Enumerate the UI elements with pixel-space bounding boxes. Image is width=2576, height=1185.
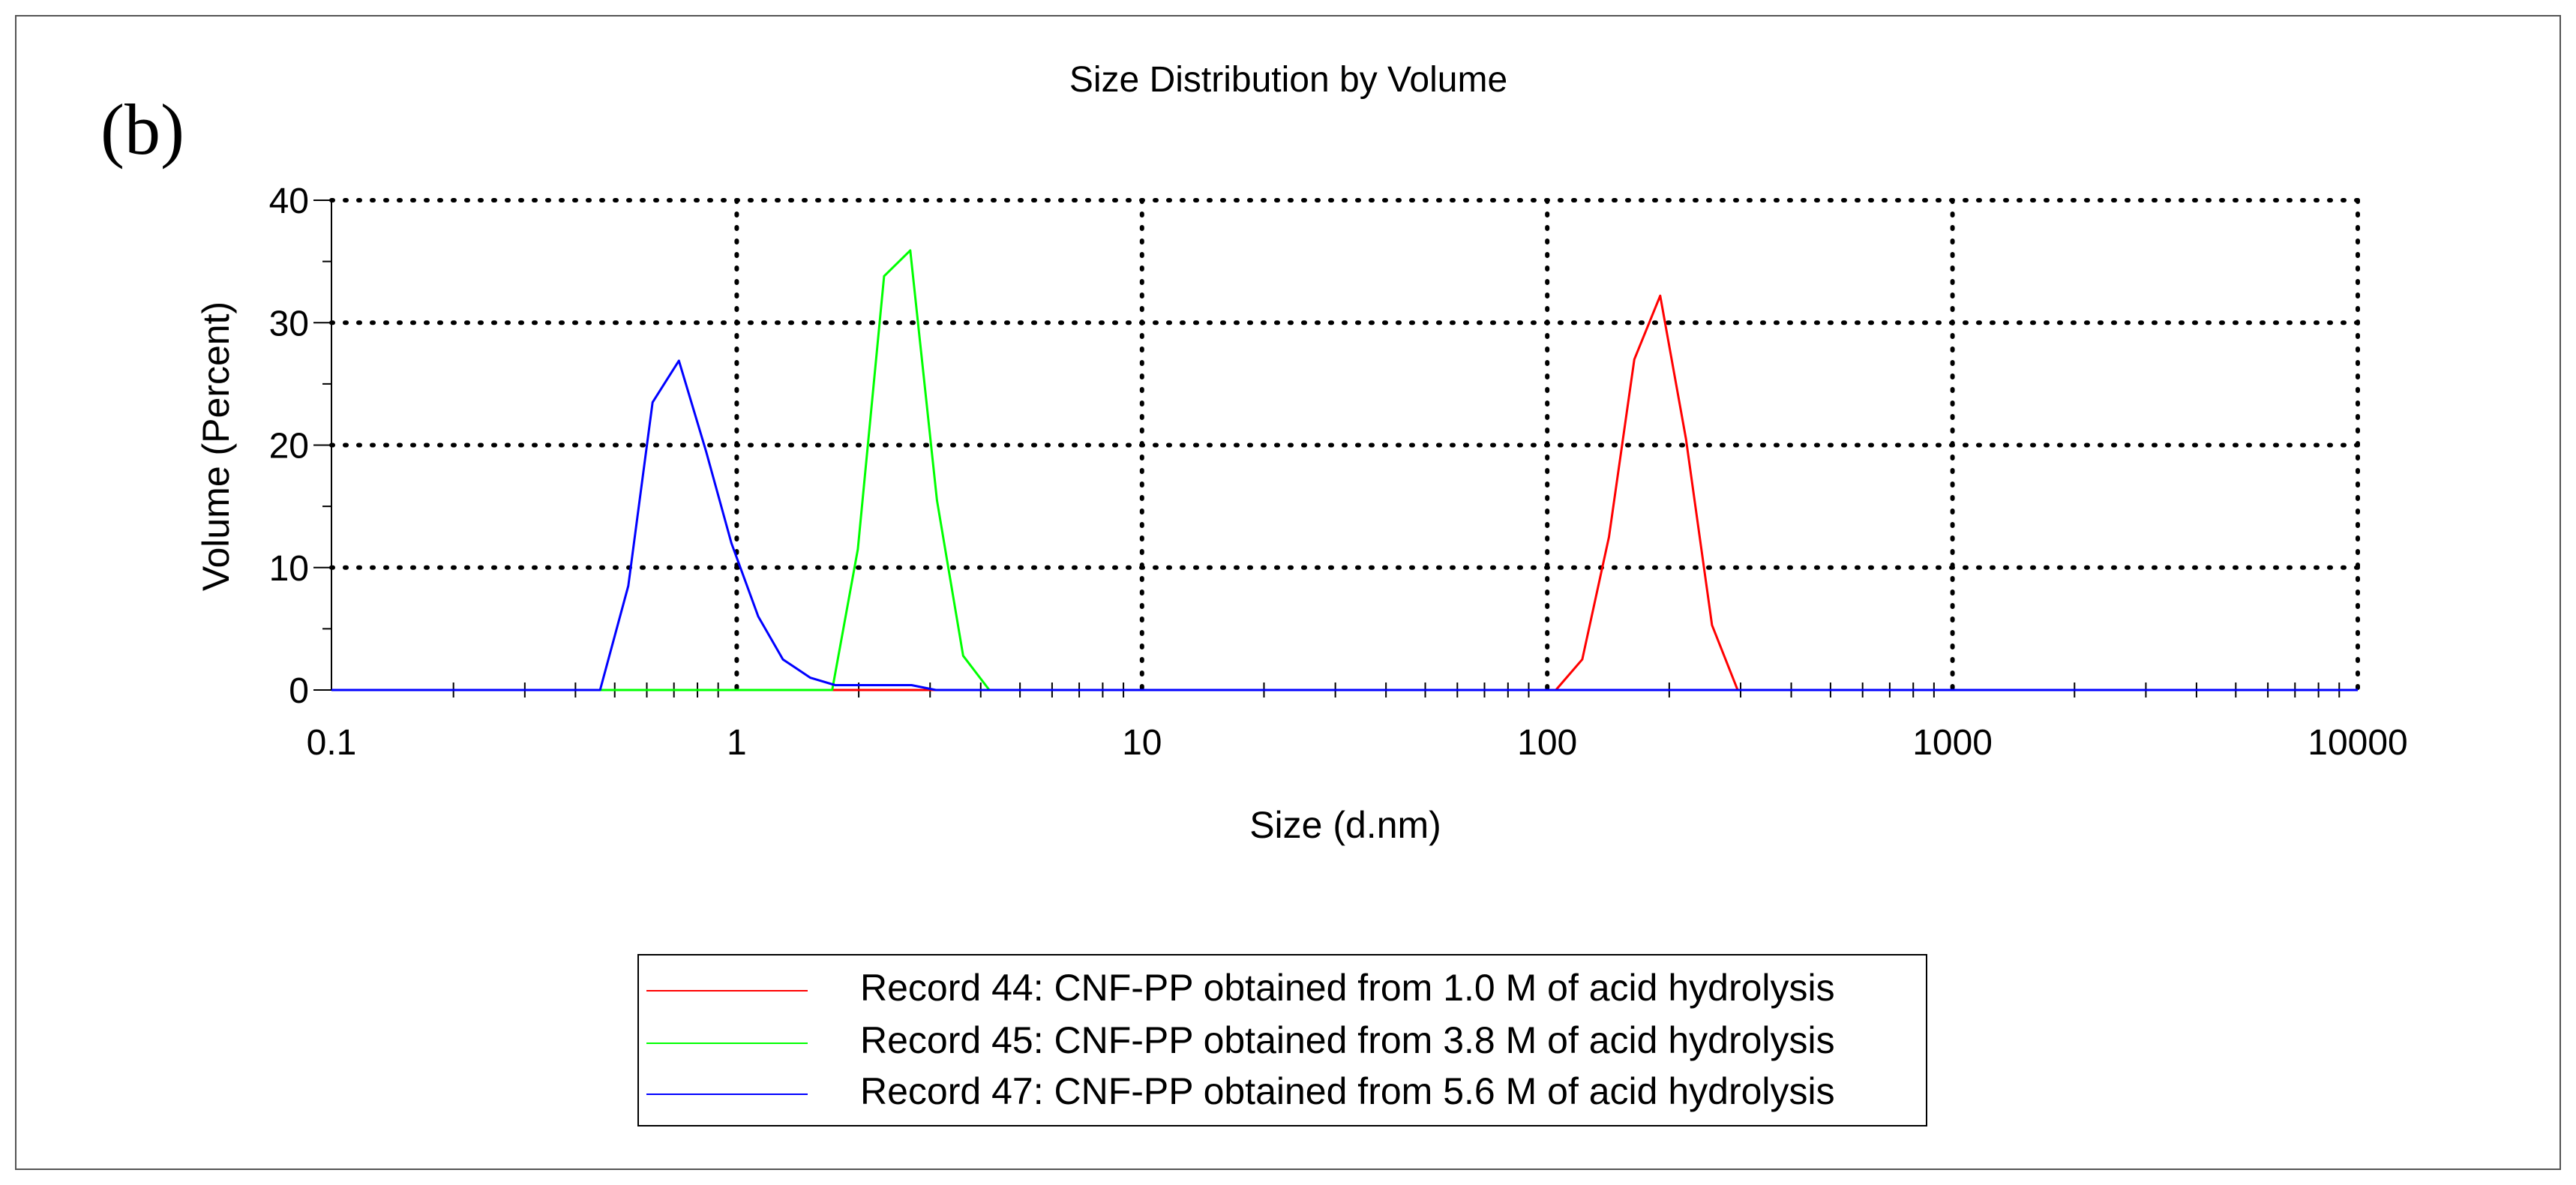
chart-title: Size Distribution by Volume — [1069, 60, 1507, 100]
legend-item: Record 44: CNF-PP obtained from 1.0 M of… — [639, 963, 1926, 1016]
y-tick-label: 30 — [269, 304, 309, 344]
y-axis-label: Volume (Percent) — [195, 302, 237, 591]
x-tick-label: 0.1 — [307, 723, 357, 763]
legend-label: Record 44: CNF-PP obtained from 1.0 M of… — [860, 967, 1835, 1009]
legend-swatch-red — [646, 990, 808, 992]
series-line-record-44 — [331, 294, 2358, 692]
legend: Record 44: CNF-PP obtained from 1.0 M of… — [637, 954, 1927, 1126]
x-axis-label: Size (d.nm) — [1249, 804, 1441, 846]
x-tick-label: 100 — [1517, 723, 1577, 763]
legend-swatch-green — [646, 1042, 808, 1044]
x-tick-label: 1 — [727, 723, 747, 763]
legend-swatch-blue — [646, 1094, 808, 1095]
axes: 0 10 20 30 40 0.1 1 10 100 1000 10000 — [269, 182, 2408, 763]
panel-label: (b) — [100, 89, 184, 170]
legend-label: Record 47: CNF-PP obtained from 5.6 M of… — [860, 1070, 1835, 1112]
legend-item: Record 45: CNF-PP obtained from 3.8 M of… — [639, 1016, 1926, 1068]
legend-item: Record 47: CNF-PP obtained from 5.6 M of… — [639, 1066, 1926, 1119]
y-tick-label: 0 — [289, 671, 309, 711]
y-tick-label: 10 — [269, 549, 309, 589]
x-tick-label: 10000 — [2308, 723, 2407, 763]
legend-label: Record 45: CNF-PP obtained from 3.8 M of… — [860, 1019, 1835, 1061]
series-line-record-45 — [331, 249, 2358, 692]
y-tick-label: 40 — [269, 182, 309, 221]
y-tick-label: 20 — [269, 427, 309, 466]
x-tick-label: 10 — [1122, 723, 1162, 763]
series-line-record-47 — [331, 359, 2358, 692]
series-lines — [331, 249, 2358, 692]
grid — [329, 198, 2360, 692]
x-tick-label: 1000 — [1912, 723, 1993, 763]
